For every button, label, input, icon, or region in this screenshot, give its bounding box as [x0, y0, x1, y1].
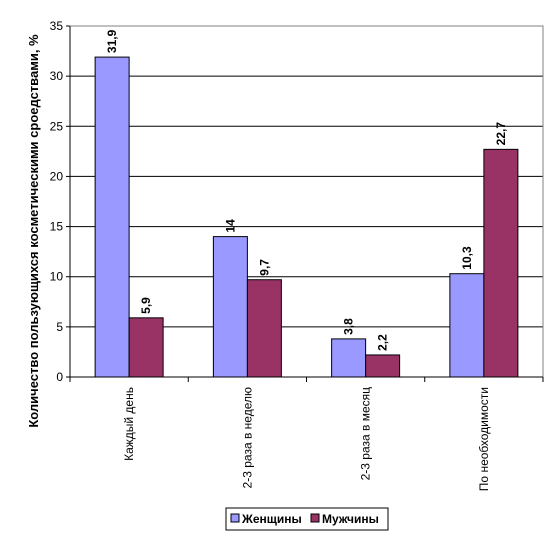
data-label-women: 14: [223, 219, 237, 233]
legend-label-women: Женщины: [241, 512, 302, 526]
category-labels: Каждый день 2-3 раза в неделю 2-3 раза в м…: [122, 387, 491, 491]
data-label-men: 9,7: [257, 259, 271, 276]
bar-men: [483, 148, 519, 378]
category-label: 2-3 раза в неделю: [240, 387, 254, 488]
bar-women: [331, 338, 367, 378]
y-axis-ticks: 0 5 10 15 20 25 30 35: [50, 19, 70, 384]
legend-frame: [225, 507, 389, 531]
y-tick-label: 5: [56, 320, 63, 334]
data-labels: 31,9 5,9 14 9,7 3,8 2,2 10,3 22,7: [105, 29, 508, 351]
y-tick-label: 20: [50, 169, 64, 183]
category-label: По необходимости: [477, 387, 491, 491]
bars: [94, 56, 519, 378]
data-label-women: 31,9: [105, 29, 119, 53]
bar-men: [128, 317, 164, 378]
data-label-women: 3,8: [342, 318, 356, 335]
category-label: 2-3 раза в месяц: [359, 387, 373, 481]
legend: Женщины Мужчины: [225, 507, 389, 531]
legend-swatch-men: [310, 513, 320, 523]
category-label: Каждый день: [122, 387, 136, 461]
y-axis-title: Количество пользующихся косметическими с…: [26, 34, 41, 428]
data-label-men: 2,2: [376, 334, 390, 351]
axes: [69, 25, 544, 382]
y-tick-label: 15: [50, 220, 64, 234]
y-tick-label: 0: [56, 370, 63, 384]
legend-label-men: Мужчины: [322, 512, 379, 526]
y-tick-label: 35: [50, 19, 64, 33]
data-label-men: 5,9: [139, 297, 153, 314]
bar-women: [94, 56, 130, 378]
y-tick-label: 30: [50, 69, 64, 83]
bar-women: [212, 236, 248, 378]
y-tick-label: 25: [50, 119, 64, 133]
legend-swatch-women: [230, 513, 240, 523]
data-label-women: 10,3: [460, 246, 474, 270]
bar-men: [365, 354, 401, 378]
y-tick-label: 10: [50, 270, 64, 284]
data-label-men: 22,7: [494, 122, 508, 146]
bar-women: [449, 273, 485, 378]
bar-men: [246, 279, 282, 378]
